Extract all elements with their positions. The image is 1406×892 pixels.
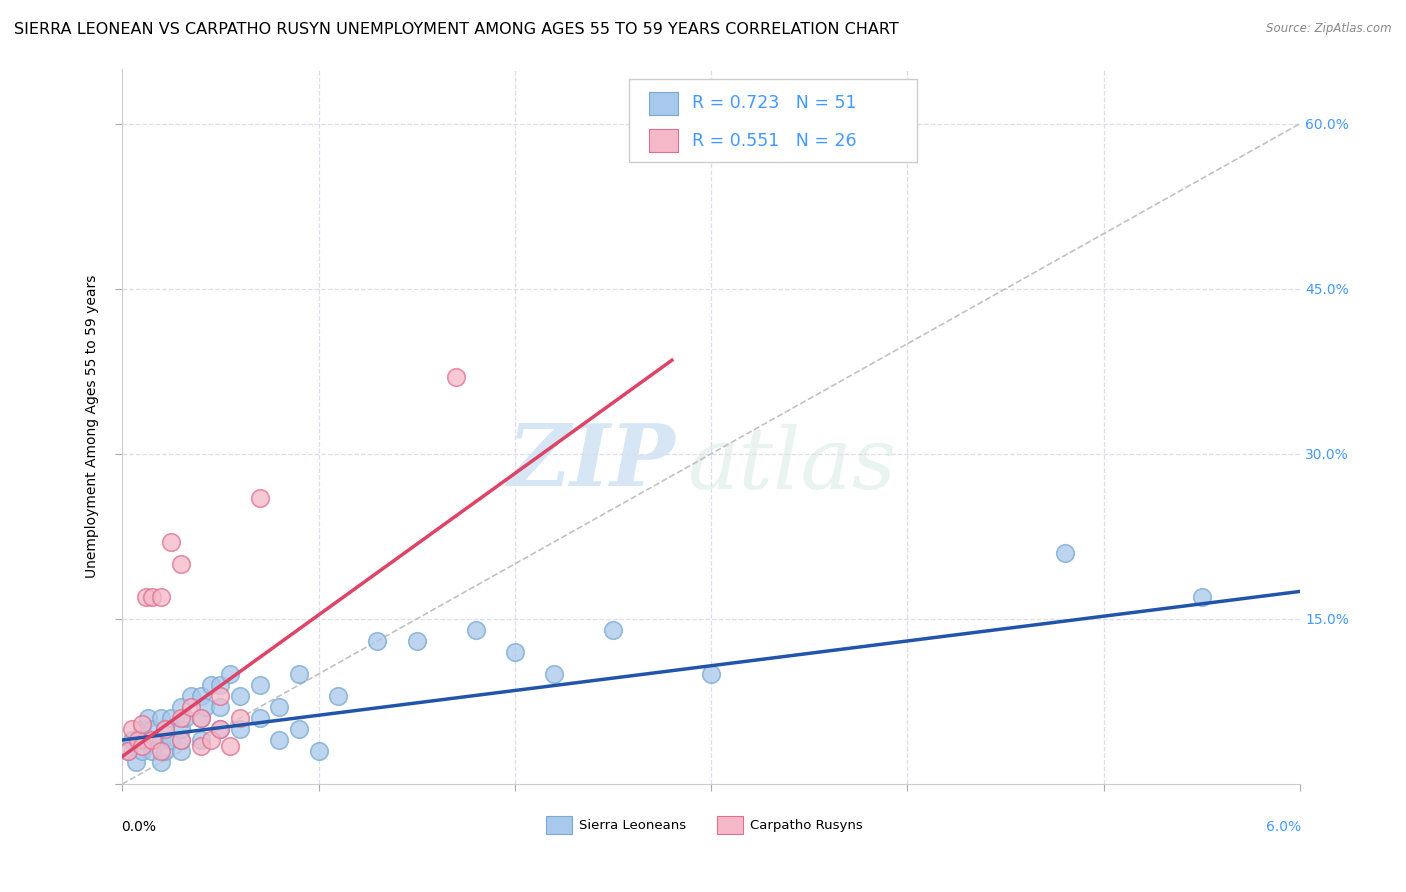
Text: Sierra Leoneans: Sierra Leoneans: [579, 819, 686, 832]
Point: [155, 744, 177, 758]
Point: [249, 678, 271, 692]
Point: [209, 722, 232, 736]
Point: [170, 711, 193, 725]
Point: [219, 667, 242, 681]
Point: [170, 733, 193, 747]
Point: [700, 117, 723, 131]
Point: [174, 711, 197, 725]
Point: [131, 722, 153, 736]
Point: [229, 722, 252, 736]
Point: [170, 744, 193, 758]
Point: [1191, 590, 1213, 604]
Text: R = 0.551   N = 26: R = 0.551 N = 26: [692, 132, 856, 150]
Point: [141, 733, 163, 747]
Bar: [547, 816, 572, 834]
Point: [127, 733, 149, 747]
Y-axis label: Unemployment Among Ages 55 to 59 years: Unemployment Among Ages 55 to 59 years: [86, 275, 100, 578]
Point: [121, 722, 143, 736]
Point: [444, 369, 467, 384]
Point: [160, 733, 183, 747]
Point: [602, 623, 624, 637]
Point: [288, 722, 311, 736]
Point: [209, 678, 232, 692]
Point: [209, 722, 232, 736]
Text: 6.0%: 6.0%: [1267, 820, 1302, 834]
Point: [141, 744, 163, 758]
Point: [464, 623, 486, 637]
Point: [131, 716, 153, 731]
Point: [170, 733, 193, 747]
Point: [160, 534, 183, 549]
Point: [543, 667, 565, 681]
Point: [180, 689, 202, 703]
Text: R = 0.723   N = 51: R = 0.723 N = 51: [692, 95, 856, 112]
Point: [190, 711, 212, 725]
Point: [117, 744, 139, 758]
Point: [150, 744, 173, 758]
Point: [150, 590, 173, 604]
Point: [219, 739, 242, 753]
Text: Carpatho Rusyns: Carpatho Rusyns: [749, 819, 863, 832]
Point: [155, 722, 177, 736]
Point: [141, 590, 163, 604]
Bar: [648, 129, 678, 153]
Point: [229, 689, 252, 703]
Point: [269, 700, 291, 714]
Bar: [717, 816, 742, 834]
Text: Source: ZipAtlas.com: Source: ZipAtlas.com: [1267, 22, 1392, 36]
Bar: [648, 92, 678, 115]
Point: [288, 667, 311, 681]
Point: [229, 711, 252, 725]
Point: [180, 700, 202, 714]
Point: [155, 722, 177, 736]
Point: [170, 557, 193, 571]
Point: [150, 755, 173, 769]
Point: [190, 733, 212, 747]
Point: [200, 733, 222, 747]
Point: [141, 722, 163, 736]
Point: [328, 689, 350, 703]
Point: [190, 711, 212, 725]
Point: [249, 491, 271, 505]
Point: [135, 733, 157, 747]
Point: [131, 739, 153, 753]
Point: [190, 739, 212, 753]
Point: [121, 733, 143, 747]
Point: [170, 700, 193, 714]
Point: [170, 722, 193, 736]
Point: [150, 711, 173, 725]
Point: [1053, 546, 1076, 560]
Text: SIERRA LEONEAN VS CARPATHO RUSYN UNEMPLOYMENT AMONG AGES 55 TO 59 YEARS CORRELAT: SIERRA LEONEAN VS CARPATHO RUSYN UNEMPLO…: [14, 22, 898, 37]
Point: [135, 590, 157, 604]
Point: [200, 678, 222, 692]
Point: [209, 700, 232, 714]
Point: [194, 700, 217, 714]
Text: 0.0%: 0.0%: [121, 820, 156, 834]
Point: [117, 744, 139, 758]
Point: [150, 733, 173, 747]
Point: [503, 645, 526, 659]
Point: [190, 689, 212, 703]
Point: [131, 744, 153, 758]
Point: [308, 744, 330, 758]
Point: [700, 667, 723, 681]
Point: [136, 711, 159, 725]
FancyBboxPatch shape: [628, 79, 917, 161]
Point: [269, 733, 291, 747]
Point: [249, 711, 271, 725]
Point: [160, 711, 183, 725]
Point: [125, 755, 148, 769]
Point: [146, 733, 169, 747]
Point: [209, 689, 232, 703]
Point: [405, 634, 427, 648]
Point: [366, 634, 388, 648]
Text: atlas: atlas: [688, 425, 897, 507]
Text: ZIP: ZIP: [508, 420, 676, 504]
